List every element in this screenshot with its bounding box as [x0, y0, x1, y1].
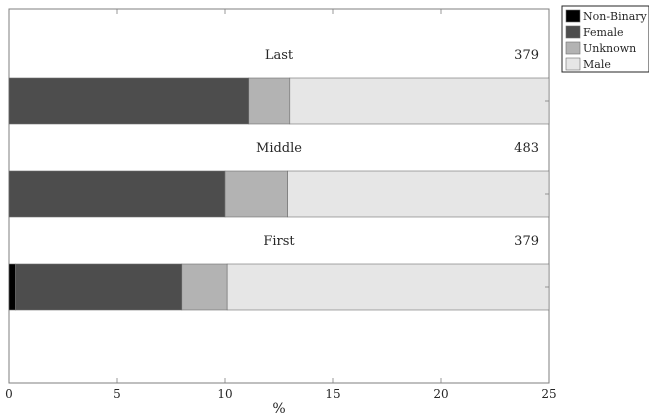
category-label-last: Last: [265, 48, 294, 63]
bar-segment-last-female: [8, 77, 250, 125]
legend-label-unknown: Unknown: [583, 42, 636, 55]
category-total-middle: 483: [514, 141, 539, 156]
bar-segment-first-unknown: [181, 263, 228, 311]
category-label-first: First: [263, 234, 295, 249]
bars-layer: [8, 77, 550, 311]
bar-segment-first-female: [15, 263, 183, 311]
x-tick-label: 0: [5, 387, 13, 401]
bar-segment-first-male: [226, 263, 550, 311]
legend-label-male: Male: [583, 58, 611, 71]
x-tick-label: 5: [113, 387, 121, 401]
x-axis-ticks-layer: 0 5 10 15 20 25: [5, 9, 557, 401]
legend: Non-Binary Female Unknown Male: [561, 5, 649, 73]
x-tick-label: 20: [433, 387, 448, 401]
legend-swatch-unknown: [565, 41, 581, 55]
legend-swatch-female: [565, 25, 581, 39]
bar-segment-middle-male: [287, 170, 550, 218]
legend-swatch-non-binary: [565, 9, 581, 23]
bar-segment-middle-female: [8, 170, 226, 218]
legend-swatch-male: [565, 57, 581, 71]
legend-label-female: Female: [583, 26, 624, 39]
bar-segment-middle-unknown: [224, 170, 288, 218]
x-axis-label: %: [272, 401, 285, 417]
x-tick-label: 25: [541, 387, 556, 401]
legend-label-non-binary: Non-Binary: [583, 10, 648, 23]
x-tick-label: 15: [325, 387, 340, 401]
x-tick-label: 10: [217, 387, 232, 401]
bar-segment-first-non-binary: [8, 263, 16, 311]
category-label-middle: Middle: [256, 141, 302, 156]
category-labels-layer: Last 379 Middle 483 First 379: [256, 48, 539, 249]
bar-segment-last-unknown: [248, 77, 291, 125]
bar-segment-last-male: [289, 77, 550, 125]
category-total-last: 379: [514, 48, 539, 63]
category-total-first: 379: [514, 234, 539, 249]
